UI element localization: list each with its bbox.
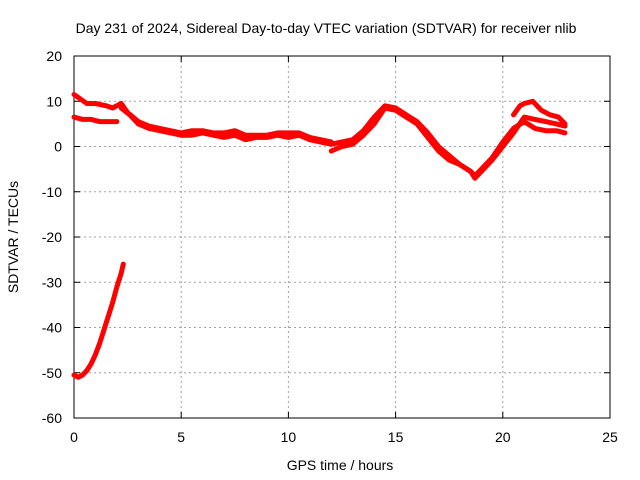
y-tick-label: -40 [42,320,62,336]
satellite-track-low [71,261,126,380]
data-series [71,92,568,380]
satellite-track-early [71,114,120,125]
y-tick-label: -50 [42,365,62,381]
x-tick-label: 20 [495,429,511,445]
x-tick-label: 0 [70,429,78,445]
satellite-track-late [511,98,568,127]
axis-ticks: 0 5 10 15 20 25 -60 -50 -40 -30 -20 -10 0 10 20 [42,48,618,445]
x-tick-label: 15 [388,429,404,445]
x-axis-label: GPS time / hours [287,457,394,473]
y-axis-label: SDTVAR / TECUs [5,181,21,293]
grid-lines [74,56,610,418]
y-tick-label: 0 [54,139,62,155]
y-tick-label: -20 [42,229,62,245]
y-tick-label: -60 [42,410,62,426]
y-tick-label: 10 [46,93,62,109]
x-tick-label: 10 [281,429,297,445]
satellite-track-main-2 [118,105,334,147]
x-tick-label: 25 [602,429,618,445]
satellite-track-main-1 [71,92,334,145]
y-tick-label: -10 [42,184,62,200]
chart-title: Day 231 of 2024, Sidereal Day-to-day VTE… [76,20,577,36]
y-tick-label: -30 [42,274,62,290]
x-tick-label: 5 [177,429,185,445]
satellite-track-mid-2 [328,105,568,181]
y-tick-label: 20 [46,48,62,64]
